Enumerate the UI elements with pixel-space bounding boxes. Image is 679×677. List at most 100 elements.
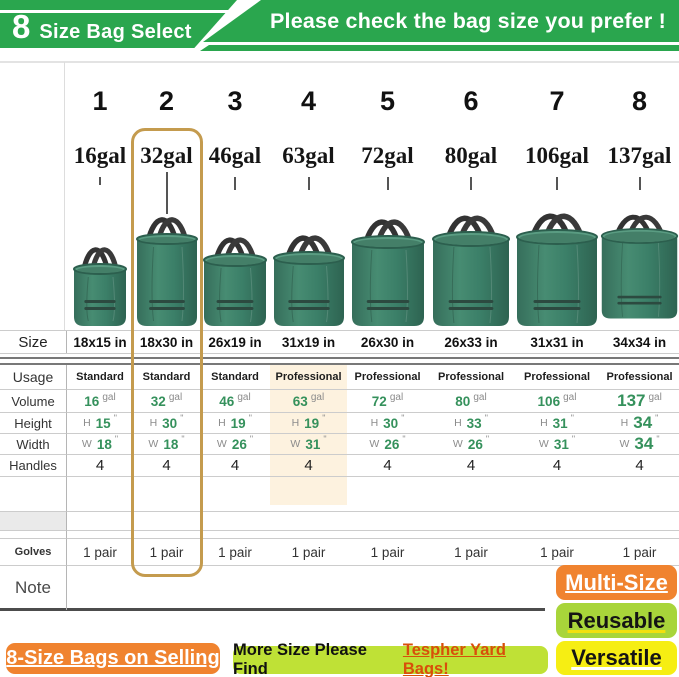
gal-unit: gal: [310, 391, 325, 403]
volume-number: 106: [537, 393, 561, 409]
height-number: 19: [304, 415, 320, 431]
capacity-labels-row: 16gal 32gal 46gal 63gal 72gal 80gal 106gal 137g…: [0, 139, 679, 173]
width-value: W 31 ": [514, 434, 600, 455]
inch-mark: ": [571, 434, 576, 444]
selling-badge: 8-Size Bags on Selling: [6, 643, 220, 674]
handles-count: 4: [552, 457, 562, 474]
table-top-divider: [0, 357, 679, 359]
garden-bag-graphic: [73, 247, 127, 326]
pointer-tick: [638, 177, 641, 190]
handles-count: 4: [383, 457, 392, 474]
tespher-yard-bags-link[interactable]: Tespher Yard Bags!: [402, 641, 506, 677]
width-value: W 26 ": [428, 434, 514, 455]
column-number: 4: [300, 85, 317, 116]
handles-value: 4: [200, 455, 270, 477]
height-prefix: H: [454, 417, 462, 429]
pointer-tick: [234, 177, 236, 190]
note-cell: [200, 566, 270, 610]
volume-value: 46 gal: [200, 390, 270, 413]
inch-mark: ": [484, 413, 488, 423]
empty-cell: [270, 531, 347, 539]
capacity-label: 63gal: [282, 143, 335, 168]
height-number: 19: [230, 415, 246, 431]
column-number: 5: [379, 85, 396, 116]
column-number: 1: [92, 85, 108, 116]
bag-image: [347, 212, 428, 330]
row-label-height: Height: [0, 413, 67, 434]
height-number: 34: [633, 413, 653, 432]
width-value: W 26 ": [347, 434, 428, 455]
inch-mark: ": [323, 434, 327, 444]
empty-cell: [133, 512, 200, 531]
empty-cell: [347, 512, 428, 531]
usage-value: Professional: [347, 365, 428, 390]
empty-cell: [67, 512, 133, 531]
inch-mark: ": [322, 413, 326, 423]
gloves-text: 1 pair: [149, 544, 184, 560]
row-label-empty: [0, 531, 67, 539]
note-cell: [347, 566, 428, 610]
banner-stripe: [200, 45, 679, 51]
inch-mark: ": [655, 413, 659, 423]
row-label-usage: Usage: [0, 365, 67, 390]
banner-title: Please check the bag size you prefer !: [270, 8, 666, 33]
usage-value: Professional: [514, 365, 600, 390]
inch-mark: ": [180, 413, 184, 423]
volume-value: 137 gal: [600, 390, 679, 413]
gal-unit: gal: [473, 391, 487, 403]
width-prefix: W: [619, 438, 630, 450]
width-number: 31: [305, 436, 321, 452]
gloves-text: 1 pair: [291, 544, 326, 560]
left-guide-line: [64, 62, 65, 330]
garden-bag-graphic: [135, 217, 198, 326]
empty-cell: [200, 531, 270, 539]
size-value: 26x30 in: [360, 334, 415, 350]
width-prefix: W: [369, 438, 380, 450]
capacity-label: 137gal: [607, 143, 672, 168]
more-size-badge: More Size Please Find Tespher Yard Bags!: [233, 641, 548, 677]
width-number: 34: [634, 434, 654, 453]
usage-text: Standard: [211, 371, 259, 383]
handles-value: 4: [600, 455, 679, 477]
note-cell: [133, 566, 200, 610]
size-value: 18x30 in: [139, 334, 194, 350]
empty-cell: [514, 477, 600, 512]
width-number: 31: [553, 436, 569, 452]
pointer-tick: [556, 177, 558, 190]
volume-number: 32: [150, 393, 166, 409]
column-number: 7: [549, 85, 565, 116]
volume-value: 32 gal: [133, 390, 200, 413]
handles-value: 4: [514, 455, 600, 477]
gloves-value: 1 pair: [270, 539, 347, 566]
pointer-tick: [386, 177, 389, 190]
empty-cell: [67, 477, 133, 512]
capacity-label: 46gal: [208, 143, 262, 168]
handles-count: 4: [95, 457, 105, 474]
empty-cell: [133, 477, 200, 512]
bag-image: [428, 208, 514, 330]
capacity-label: 32gal: [140, 143, 193, 168]
width-number: 18: [96, 436, 112, 452]
height-value: H 34 ": [600, 413, 679, 434]
volume-value: 80 gal: [428, 390, 514, 413]
width-value: W 18 ": [67, 434, 133, 455]
gloves-text: 1 pair: [454, 544, 488, 560]
column4-highlight: [270, 363, 347, 505]
garden-bag-graphic: [516, 213, 598, 326]
usage-text: Professional: [275, 371, 342, 383]
usage-text: Professional: [354, 371, 421, 383]
bag-images-row: [0, 190, 679, 330]
empty-cell: [600, 531, 679, 539]
handles-count: 4: [466, 457, 476, 474]
comparison-table: Usage Standard Standard Standard Professiona…: [0, 363, 679, 610]
width-prefix: W: [148, 438, 159, 450]
gal-unit: gal: [102, 391, 116, 403]
volume-value: 72 gal: [347, 390, 428, 413]
header-divider: [0, 61, 679, 63]
height-number: 15: [95, 415, 111, 431]
gal-unit: gal: [237, 391, 251, 403]
inch-mark: ": [570, 413, 574, 423]
column-number: 2: [158, 85, 175, 116]
handles-count: 4: [304, 457, 313, 474]
size-value: 26x19 in: [208, 334, 262, 350]
